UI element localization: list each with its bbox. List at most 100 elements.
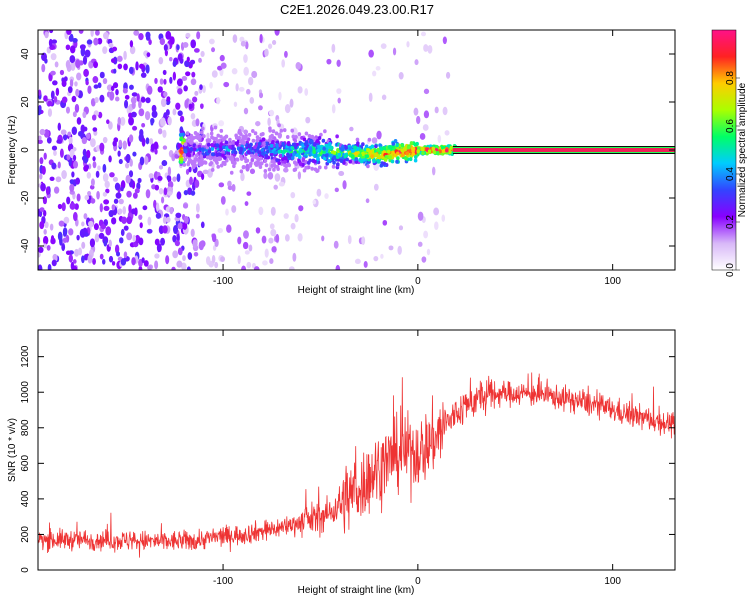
snr-x-tick-label: 0 <box>415 576 421 587</box>
spectrogram-cell <box>338 170 345 177</box>
ridge-cell <box>350 154 355 159</box>
spectrogram-cell <box>202 85 206 94</box>
spectrogram-cell <box>97 82 102 89</box>
spectrogram-cell <box>132 192 138 199</box>
ridge-cell <box>293 138 298 143</box>
spectrogram-cell <box>54 61 59 68</box>
ridge-cell <box>304 142 308 147</box>
spectrogram-cell <box>78 30 84 34</box>
ridge-cell <box>183 148 188 153</box>
spectrogram-cell <box>201 173 205 181</box>
spectrogram-cell <box>269 223 275 230</box>
spectrogram-cell <box>141 257 145 264</box>
ridge-cell <box>358 157 362 162</box>
spectrogram-cell <box>163 91 168 98</box>
spectrogram-cell <box>50 237 56 245</box>
spectrogram-cell <box>87 85 92 94</box>
spectrogram-cell <box>162 69 167 76</box>
spectrogram-cell <box>184 99 189 109</box>
spectrogram-cell <box>243 107 249 115</box>
ridge-cell <box>291 152 296 157</box>
ridge-cell <box>257 161 261 166</box>
spectrogram-cell <box>227 185 233 191</box>
ridge-cell <box>193 131 198 136</box>
spectrogram-cell <box>120 116 126 126</box>
spectrogram-cell <box>51 259 57 267</box>
spectrogram-cell <box>122 87 128 94</box>
spectrogram-cell <box>159 37 166 46</box>
spectrogram-cell <box>71 95 77 103</box>
snr-y-tick-label: 1000 <box>20 381 31 404</box>
spectrogram-cell <box>243 54 248 63</box>
spectrogram-cell <box>133 30 140 36</box>
spectrogram-cell <box>268 237 274 244</box>
ridge-cell <box>348 146 352 151</box>
spectrogram-cell <box>63 216 70 224</box>
colorbar: 0.0 0.2 0.4 0.6 0.8 Normalized spectral ampl… <box>711 29 748 277</box>
ridge-cell <box>215 143 220 148</box>
ridge-cell <box>219 128 224 133</box>
ridge-cell <box>239 131 243 136</box>
spectrogram-cell <box>226 224 232 233</box>
ridge-cell <box>283 163 287 168</box>
ridge-cell <box>241 165 246 170</box>
spectrogram-cell <box>175 102 181 110</box>
ridge-cell <box>301 143 305 148</box>
spectrogram-cell <box>115 192 122 199</box>
spectrogram-cell <box>243 66 249 76</box>
colorbar-ticks: 0.0 0.2 0.4 0.6 0.8 <box>725 71 740 277</box>
ridge-cell <box>256 146 260 151</box>
spectrogram-cell <box>283 213 289 219</box>
spectrogram-cell <box>295 61 302 70</box>
spectrogram-cell <box>157 243 161 253</box>
spectrogram-cell <box>46 136 52 144</box>
spectrogram-cell <box>171 266 176 270</box>
spectrogram-cell <box>118 139 123 148</box>
spectrogram-cell <box>275 233 280 243</box>
spectrogram-cell <box>143 260 149 267</box>
ridge-cell <box>247 132 252 137</box>
spectrogram-cell <box>68 254 73 263</box>
ridge-cell <box>312 142 317 147</box>
ridge-cell <box>340 147 345 152</box>
spectrogram-cell <box>154 77 158 84</box>
ridge-cell <box>434 144 439 149</box>
spectrogram-cell <box>138 33 144 41</box>
ridge-cell <box>322 156 327 161</box>
ridge-cell <box>186 162 191 167</box>
spectrogram-cell <box>122 205 127 215</box>
spectrogram-cell <box>392 47 397 56</box>
ridge-cell <box>216 164 221 169</box>
spectrogram-cell <box>177 88 183 95</box>
ridge-cell <box>199 154 203 159</box>
spectrogram-cell <box>72 111 77 118</box>
ridge-cell <box>187 157 192 162</box>
spectrogram-cell <box>70 61 76 71</box>
spectrogram-cell <box>297 134 301 143</box>
spectrogram-cell <box>417 241 423 247</box>
spectrogram-cell <box>117 116 121 126</box>
ridge-cell <box>228 145 232 150</box>
spectrogram-cell <box>185 168 190 175</box>
spectrogram-cell <box>382 219 388 226</box>
spectrogram-cell <box>128 204 132 214</box>
spectrogram-cell <box>136 182 141 191</box>
spectrogram-cell <box>442 106 448 116</box>
spectrogram-cell <box>268 109 275 117</box>
spectrogram-cell <box>200 50 205 58</box>
ridge-cell <box>413 158 418 163</box>
ridge-cell <box>411 146 415 151</box>
ridge-cell <box>260 148 265 153</box>
ridge-cell <box>219 163 224 168</box>
spectrogram-cell <box>182 221 188 230</box>
spectrogram-cell <box>419 133 426 140</box>
spectrogram-cell <box>65 44 71 51</box>
spectrogram-cell <box>142 205 148 211</box>
spectrogram-cell <box>194 179 200 188</box>
spectrogram-cell <box>165 255 170 265</box>
spectrogram-cell <box>434 106 439 114</box>
ridge-cell <box>183 142 188 147</box>
spectrogram-cell <box>48 38 53 47</box>
spectrogram-cell <box>90 30 94 37</box>
spectrogram-cell <box>129 40 134 48</box>
